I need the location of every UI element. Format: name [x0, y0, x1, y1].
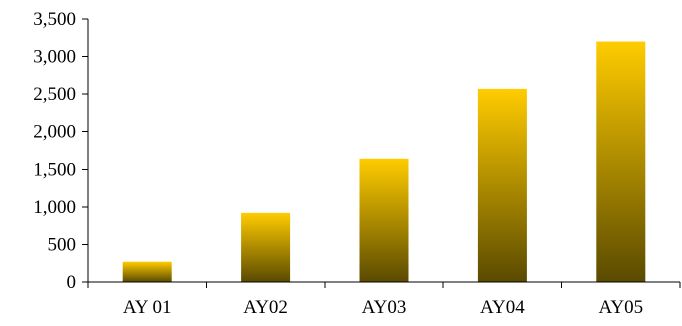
bar: [241, 212, 291, 282]
bar: [359, 158, 409, 282]
y-tick-label: 2,000: [33, 122, 76, 143]
bar: [477, 88, 527, 282]
y-tick-label: 3,500: [33, 9, 76, 30]
bar: [596, 41, 646, 282]
y-tick-label: 0: [67, 272, 77, 293]
y-tick-label: 1,500: [33, 159, 76, 180]
y-tick-label: 500: [48, 234, 77, 255]
x-tick-label: AY05: [598, 297, 643, 318]
y-tick-label: 3,000: [33, 47, 76, 68]
bars-layer: [122, 41, 646, 282]
x-tick-label: AY02: [243, 297, 288, 318]
y-tick-label: 2,500: [33, 84, 76, 105]
ticks-layer: 0 500 1,000 1,500 2,000 2,500 3,000 3,500 AY 01 A…: [33, 9, 681, 318]
x-tick-label: AY04: [480, 297, 525, 318]
bar: [122, 261, 172, 282]
y-tick-label: 1,000: [33, 197, 76, 218]
x-tick-label: AY03: [362, 297, 407, 318]
x-tick-label: AY 01: [123, 297, 172, 318]
